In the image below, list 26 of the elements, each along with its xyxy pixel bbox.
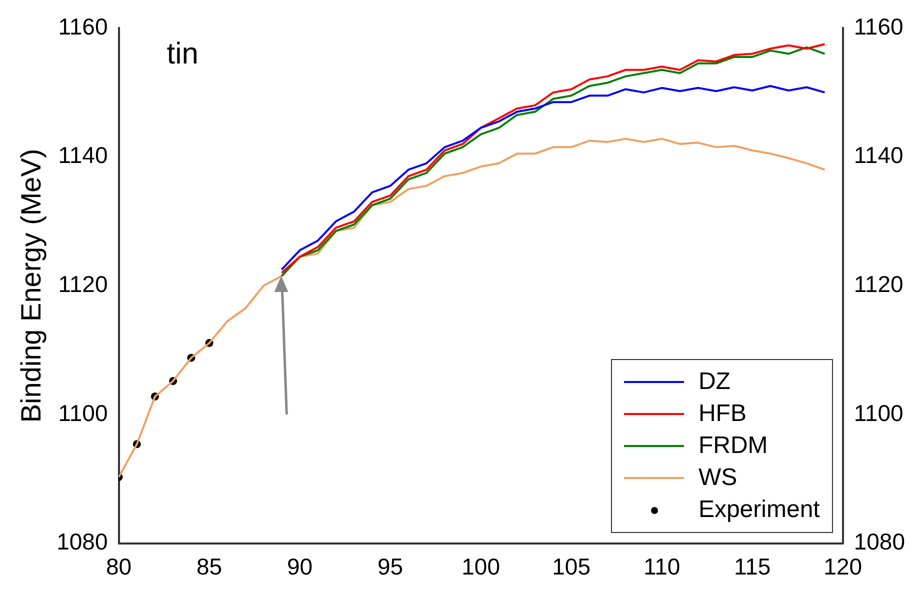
- legend-label: WS: [698, 464, 738, 492]
- y2-tick-label: 1160: [854, 13, 904, 40]
- x-tick-label: 110: [643, 554, 680, 580]
- x-tick-label: 90: [286, 554, 313, 580]
- legend-label: FRDM: [698, 432, 768, 460]
- y-tick-label: 1140: [58, 142, 108, 168]
- y2-tick-label: 1080: [854, 528, 906, 555]
- legend-label: DZ: [698, 368, 730, 396]
- annotation: tin: [166, 37, 198, 70]
- x-tick-label: 95: [377, 554, 404, 580]
- x-tick-label: 120: [824, 554, 862, 580]
- x-tick-label: 85: [196, 554, 222, 580]
- y-axis-title: Binding Energy (MeV): [16, 148, 47, 423]
- y2-tick-label: 1120: [854, 271, 904, 298]
- y2-tick-label: 1100: [854, 400, 904, 426]
- x-tick-label: 105: [552, 554, 590, 580]
- legend-label: HFB: [698, 400, 746, 428]
- y-tick-label: 1120: [58, 271, 108, 298]
- y-tick-label: 1160: [58, 13, 108, 40]
- x-tick-label: 80: [106, 554, 132, 580]
- x-tick-label: 115: [734, 554, 771, 580]
- y-tick-label: 1080: [56, 528, 108, 555]
- x-tick-label: 100: [462, 554, 500, 580]
- y2-tick-label: 1140: [854, 142, 904, 168]
- y-tick-label: 1100: [58, 400, 108, 426]
- legend-label: Experiment: [698, 496, 820, 524]
